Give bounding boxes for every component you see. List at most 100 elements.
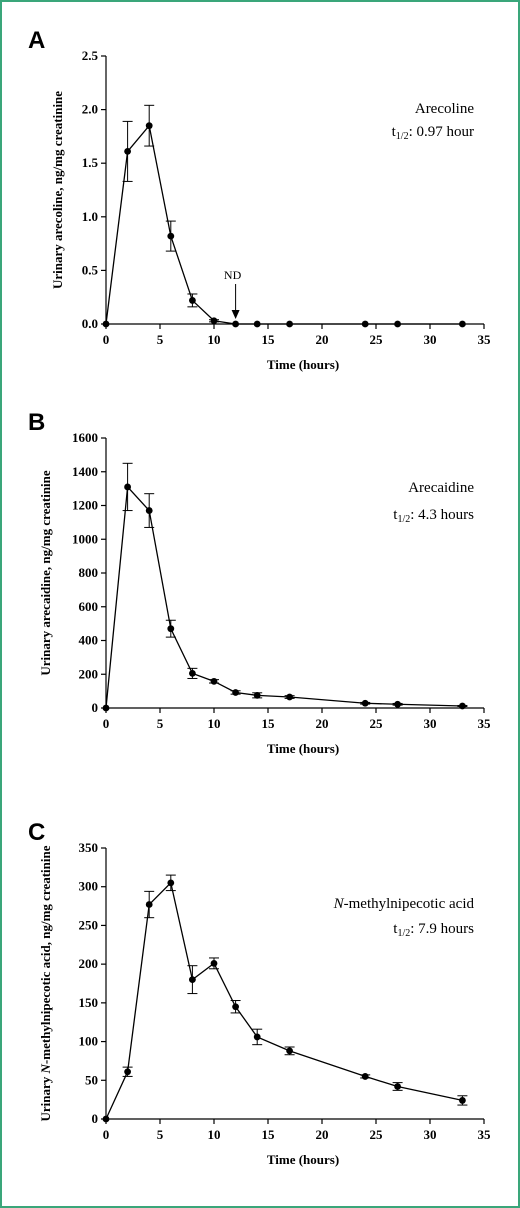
y-axis-title-suffix: -methylnipecotic acid, ng/mg creatinine bbox=[38, 845, 53, 1064]
data-point bbox=[167, 879, 175, 887]
series-line bbox=[105, 485, 463, 709]
y-tick-label: 400 bbox=[79, 633, 99, 648]
data-point bbox=[253, 1033, 261, 1041]
data-point bbox=[102, 1115, 110, 1123]
data-point bbox=[189, 670, 196, 677]
x-tick-label: 10 bbox=[208, 716, 221, 731]
x-tick-label: 10 bbox=[208, 332, 221, 347]
half-life-value: : 4.3 hours bbox=[410, 507, 474, 523]
x-tick-label: 0 bbox=[103, 1127, 110, 1142]
x-tick-label: 25 bbox=[370, 332, 384, 347]
data-point bbox=[253, 691, 261, 699]
y-tick-label: 600 bbox=[79, 599, 99, 614]
x-tick-label: 30 bbox=[424, 716, 437, 731]
half-life-subscript: 1/2 bbox=[397, 514, 410, 525]
y-tick-label: 1.5 bbox=[82, 155, 99, 170]
half-life-label: t1/2: 7.9 hours bbox=[393, 921, 474, 939]
x-tick-label: 5 bbox=[157, 716, 164, 731]
data-point bbox=[232, 320, 240, 328]
data-point bbox=[102, 320, 110, 328]
y-tick-label: 0.0 bbox=[82, 316, 98, 331]
x-tick-label: 20 bbox=[316, 1127, 329, 1142]
x-tick-label: 5 bbox=[157, 332, 164, 347]
x-tick-label: 25 bbox=[370, 716, 384, 731]
data-point bbox=[124, 483, 131, 491]
compound-name-italic: N bbox=[333, 896, 345, 912]
data-point bbox=[145, 901, 153, 908]
data-point bbox=[124, 1068, 131, 1076]
data-point bbox=[232, 1003, 240, 1011]
data-point bbox=[145, 507, 153, 514]
data-point bbox=[189, 297, 196, 304]
data-point bbox=[394, 320, 401, 328]
x-tick-label: 35 bbox=[478, 332, 492, 347]
compound-name: Arecoline bbox=[415, 101, 474, 117]
x-tick-label: 5 bbox=[157, 1127, 164, 1142]
data-point bbox=[361, 1073, 369, 1080]
x-axis-title: Time (hours) bbox=[267, 357, 339, 372]
half-life-subscript: 1/2 bbox=[396, 131, 409, 142]
data-point bbox=[286, 320, 293, 328]
y-tick-label: 200 bbox=[79, 956, 99, 971]
chart-panel-b: B 0 200 400 600 800 1000 1200 1400 1600 0 5 10 15 20 25… bbox=[28, 409, 491, 756]
half-life-subscript: 1/2 bbox=[397, 928, 410, 939]
data-point bbox=[210, 677, 218, 685]
y-tick-label: 1600 bbox=[72, 430, 98, 445]
data-point bbox=[189, 976, 196, 984]
y-axis-title-italic: N bbox=[38, 1063, 53, 1074]
data-point bbox=[361, 320, 369, 328]
y-axis-title: Urinary N-methylnipecotic acid, ng/mg cr… bbox=[38, 845, 53, 1121]
x-tick-label: 25 bbox=[370, 1127, 384, 1142]
data-point bbox=[394, 700, 401, 708]
x-tick-label: 30 bbox=[424, 332, 437, 347]
y-tick-label: 350 bbox=[79, 840, 99, 855]
half-life-prefix: t bbox=[392, 124, 397, 140]
x-tick-label: 15 bbox=[262, 332, 276, 347]
x-axis-title: Time (hours) bbox=[267, 741, 339, 756]
y-tick-label: 0 bbox=[92, 1111, 99, 1126]
x-tick-label: 15 bbox=[262, 716, 276, 731]
y-tick-label: 150 bbox=[79, 995, 99, 1010]
data-point bbox=[145, 122, 153, 130]
y-tick-label: 2.0 bbox=[82, 102, 98, 117]
x-tick-label: 0 bbox=[103, 716, 110, 731]
data-point bbox=[124, 148, 131, 155]
y-tick-label: 1.0 bbox=[82, 209, 98, 224]
y-tick-label: 1200 bbox=[72, 498, 98, 513]
y-tick-label: 2.5 bbox=[82, 48, 99, 63]
y-tick-label: 1400 bbox=[72, 464, 98, 479]
data-point bbox=[232, 689, 240, 696]
x-tick-label: 35 bbox=[478, 1127, 492, 1142]
x-tick-label: 20 bbox=[316, 332, 329, 347]
x-axis-title: Time (hours) bbox=[267, 1152, 339, 1167]
x-tick-label: 0 bbox=[103, 332, 110, 347]
y-tick-label: 100 bbox=[79, 1034, 99, 1049]
panel-letter: B bbox=[28, 409, 45, 436]
data-point bbox=[102, 704, 110, 712]
y-tick-label: 800 bbox=[79, 565, 99, 580]
half-life-prefix: t bbox=[393, 507, 398, 523]
y-tick-label: 0.5 bbox=[82, 262, 99, 277]
compound-name-rest: -methylnipecotic acid bbox=[344, 896, 475, 912]
data-point bbox=[286, 693, 293, 701]
nd-arrow-head bbox=[231, 310, 240, 319]
compound-name: N-methylnipecotic acid bbox=[333, 896, 475, 912]
x-tick-label: 10 bbox=[208, 1127, 221, 1142]
y-axis-title: Urinary arecaidine, ng/mg creatinine bbox=[38, 470, 53, 676]
data-point bbox=[167, 625, 175, 633]
data-point bbox=[459, 320, 466, 328]
y-tick-label: 200 bbox=[79, 666, 99, 681]
panel-letter: A bbox=[28, 27, 45, 54]
y-tick-label: 50 bbox=[85, 1072, 98, 1087]
series-line bbox=[105, 881, 463, 1120]
half-life-value: : 7.9 hours bbox=[410, 921, 474, 937]
data-point bbox=[286, 1047, 293, 1055]
compound-name: Arecaidine bbox=[408, 480, 474, 496]
x-tick-label: 30 bbox=[424, 1127, 437, 1142]
y-axis-title: Urinary arecoline, ng/mg creatinine bbox=[50, 91, 65, 289]
data-point bbox=[459, 1097, 466, 1104]
panel-letter: C bbox=[28, 819, 45, 846]
x-tick-label: 20 bbox=[316, 716, 329, 731]
data-point bbox=[210, 317, 218, 325]
